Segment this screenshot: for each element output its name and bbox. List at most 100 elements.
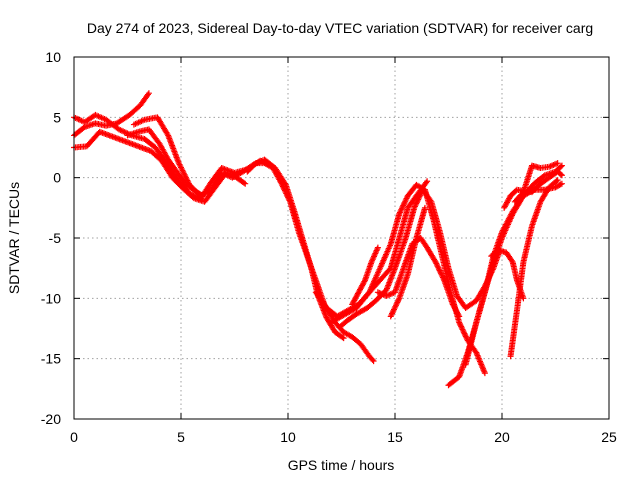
- data-point: [457, 322, 464, 329]
- data-point: [388, 312, 395, 319]
- data-point: [462, 331, 469, 338]
- data-point: [278, 180, 285, 187]
- data-point: [412, 202, 419, 209]
- y-tick-label: 5: [53, 109, 61, 125]
- data-point: [370, 358, 377, 365]
- data-point: [440, 275, 447, 282]
- series-trace-15: [511, 160, 561, 205]
- data-point: [433, 261, 440, 268]
- series-trace-5: [244, 160, 377, 365]
- data-point: [396, 210, 403, 217]
- data-point: [283, 190, 290, 197]
- x-tick-label: 25: [601, 429, 617, 445]
- data-point: [164, 131, 171, 138]
- x-tick-label: 0: [70, 429, 78, 445]
- x-tick-label: 5: [177, 429, 185, 445]
- data-point: [340, 335, 347, 342]
- data-point: [389, 310, 396, 317]
- series-trace-9: [349, 244, 381, 308]
- series-trace-12: [445, 180, 565, 389]
- data-point: [439, 273, 446, 280]
- data-point: [395, 296, 402, 303]
- data-point: [554, 177, 561, 184]
- data-point: [398, 206, 405, 213]
- data-point: [557, 171, 564, 178]
- data-point: [285, 194, 292, 201]
- data-point: [458, 325, 465, 332]
- data-point: [282, 189, 289, 196]
- data-point: [558, 180, 565, 187]
- y-axis-label: SDTVAR / TECUs: [6, 182, 22, 294]
- data-point: [280, 184, 287, 191]
- data-point: [458, 323, 465, 330]
- series-trace-18: [124, 126, 206, 199]
- data-point: [558, 172, 565, 179]
- data-point: [284, 193, 291, 200]
- data-point: [396, 209, 403, 216]
- data-point: [374, 244, 381, 251]
- data-point: [400, 202, 407, 209]
- data-point: [198, 191, 205, 198]
- data-point: [283, 191, 290, 198]
- data-point: [393, 300, 400, 307]
- data-point: [459, 326, 466, 333]
- data-point: [439, 274, 446, 281]
- data-point: [281, 186, 288, 193]
- data-point: [240, 179, 247, 186]
- y-tick-label: -15: [41, 351, 61, 367]
- data-point: [413, 200, 420, 207]
- data-point: [438, 271, 445, 278]
- data-point: [456, 313, 463, 320]
- series-trace-8: [327, 178, 431, 326]
- data-point: [463, 334, 470, 341]
- data-point: [436, 267, 443, 274]
- data-point: [413, 199, 420, 206]
- data-point: [411, 204, 418, 211]
- x-tick-label: 15: [387, 429, 403, 445]
- y-tick-label: -20: [41, 411, 61, 427]
- data-point: [389, 309, 396, 316]
- data-point: [286, 197, 293, 204]
- data-point: [456, 319, 463, 326]
- x-axis-label: GPS time / hours: [288, 457, 395, 473]
- data-point: [558, 162, 565, 169]
- data-point: [399, 203, 406, 210]
- data-point: [520, 295, 527, 302]
- data-point: [402, 196, 409, 203]
- x-tick-label: 10: [280, 429, 296, 445]
- data-point: [433, 260, 440, 267]
- data-point: [424, 178, 431, 185]
- data-point: [285, 196, 292, 203]
- data-point: [392, 303, 399, 310]
- data-point: [339, 334, 346, 341]
- data-point: [462, 333, 469, 340]
- data-point: [279, 182, 286, 189]
- data-point: [435, 264, 442, 271]
- data-point: [455, 312, 462, 319]
- data-point: [397, 208, 404, 215]
- data-point: [145, 90, 152, 97]
- data-point: [437, 270, 444, 277]
- data-point: [394, 298, 401, 305]
- data-point: [456, 320, 463, 327]
- y-tick-label: -5: [49, 230, 62, 246]
- tick-labels: 0 5 10 15 20 25 10 5 0 -5 -10 -15 -20: [41, 49, 617, 445]
- y-tick-label: 0: [53, 170, 61, 186]
- data-point: [434, 263, 441, 270]
- data-point: [427, 197, 434, 204]
- data-point: [423, 179, 430, 186]
- data-point: [242, 180, 249, 187]
- y-tick-label: 10: [45, 49, 61, 65]
- series-trace-17: [507, 177, 561, 360]
- data-point: [394, 299, 401, 306]
- data-point: [553, 178, 560, 185]
- data-point: [281, 187, 288, 194]
- data-point: [199, 192, 206, 199]
- data-point: [392, 302, 399, 309]
- data-point: [554, 160, 561, 167]
- data-point: [369, 356, 376, 363]
- data-point: [402, 198, 409, 205]
- plot-frame: [73, 56, 610, 420]
- data-point: [390, 307, 397, 314]
